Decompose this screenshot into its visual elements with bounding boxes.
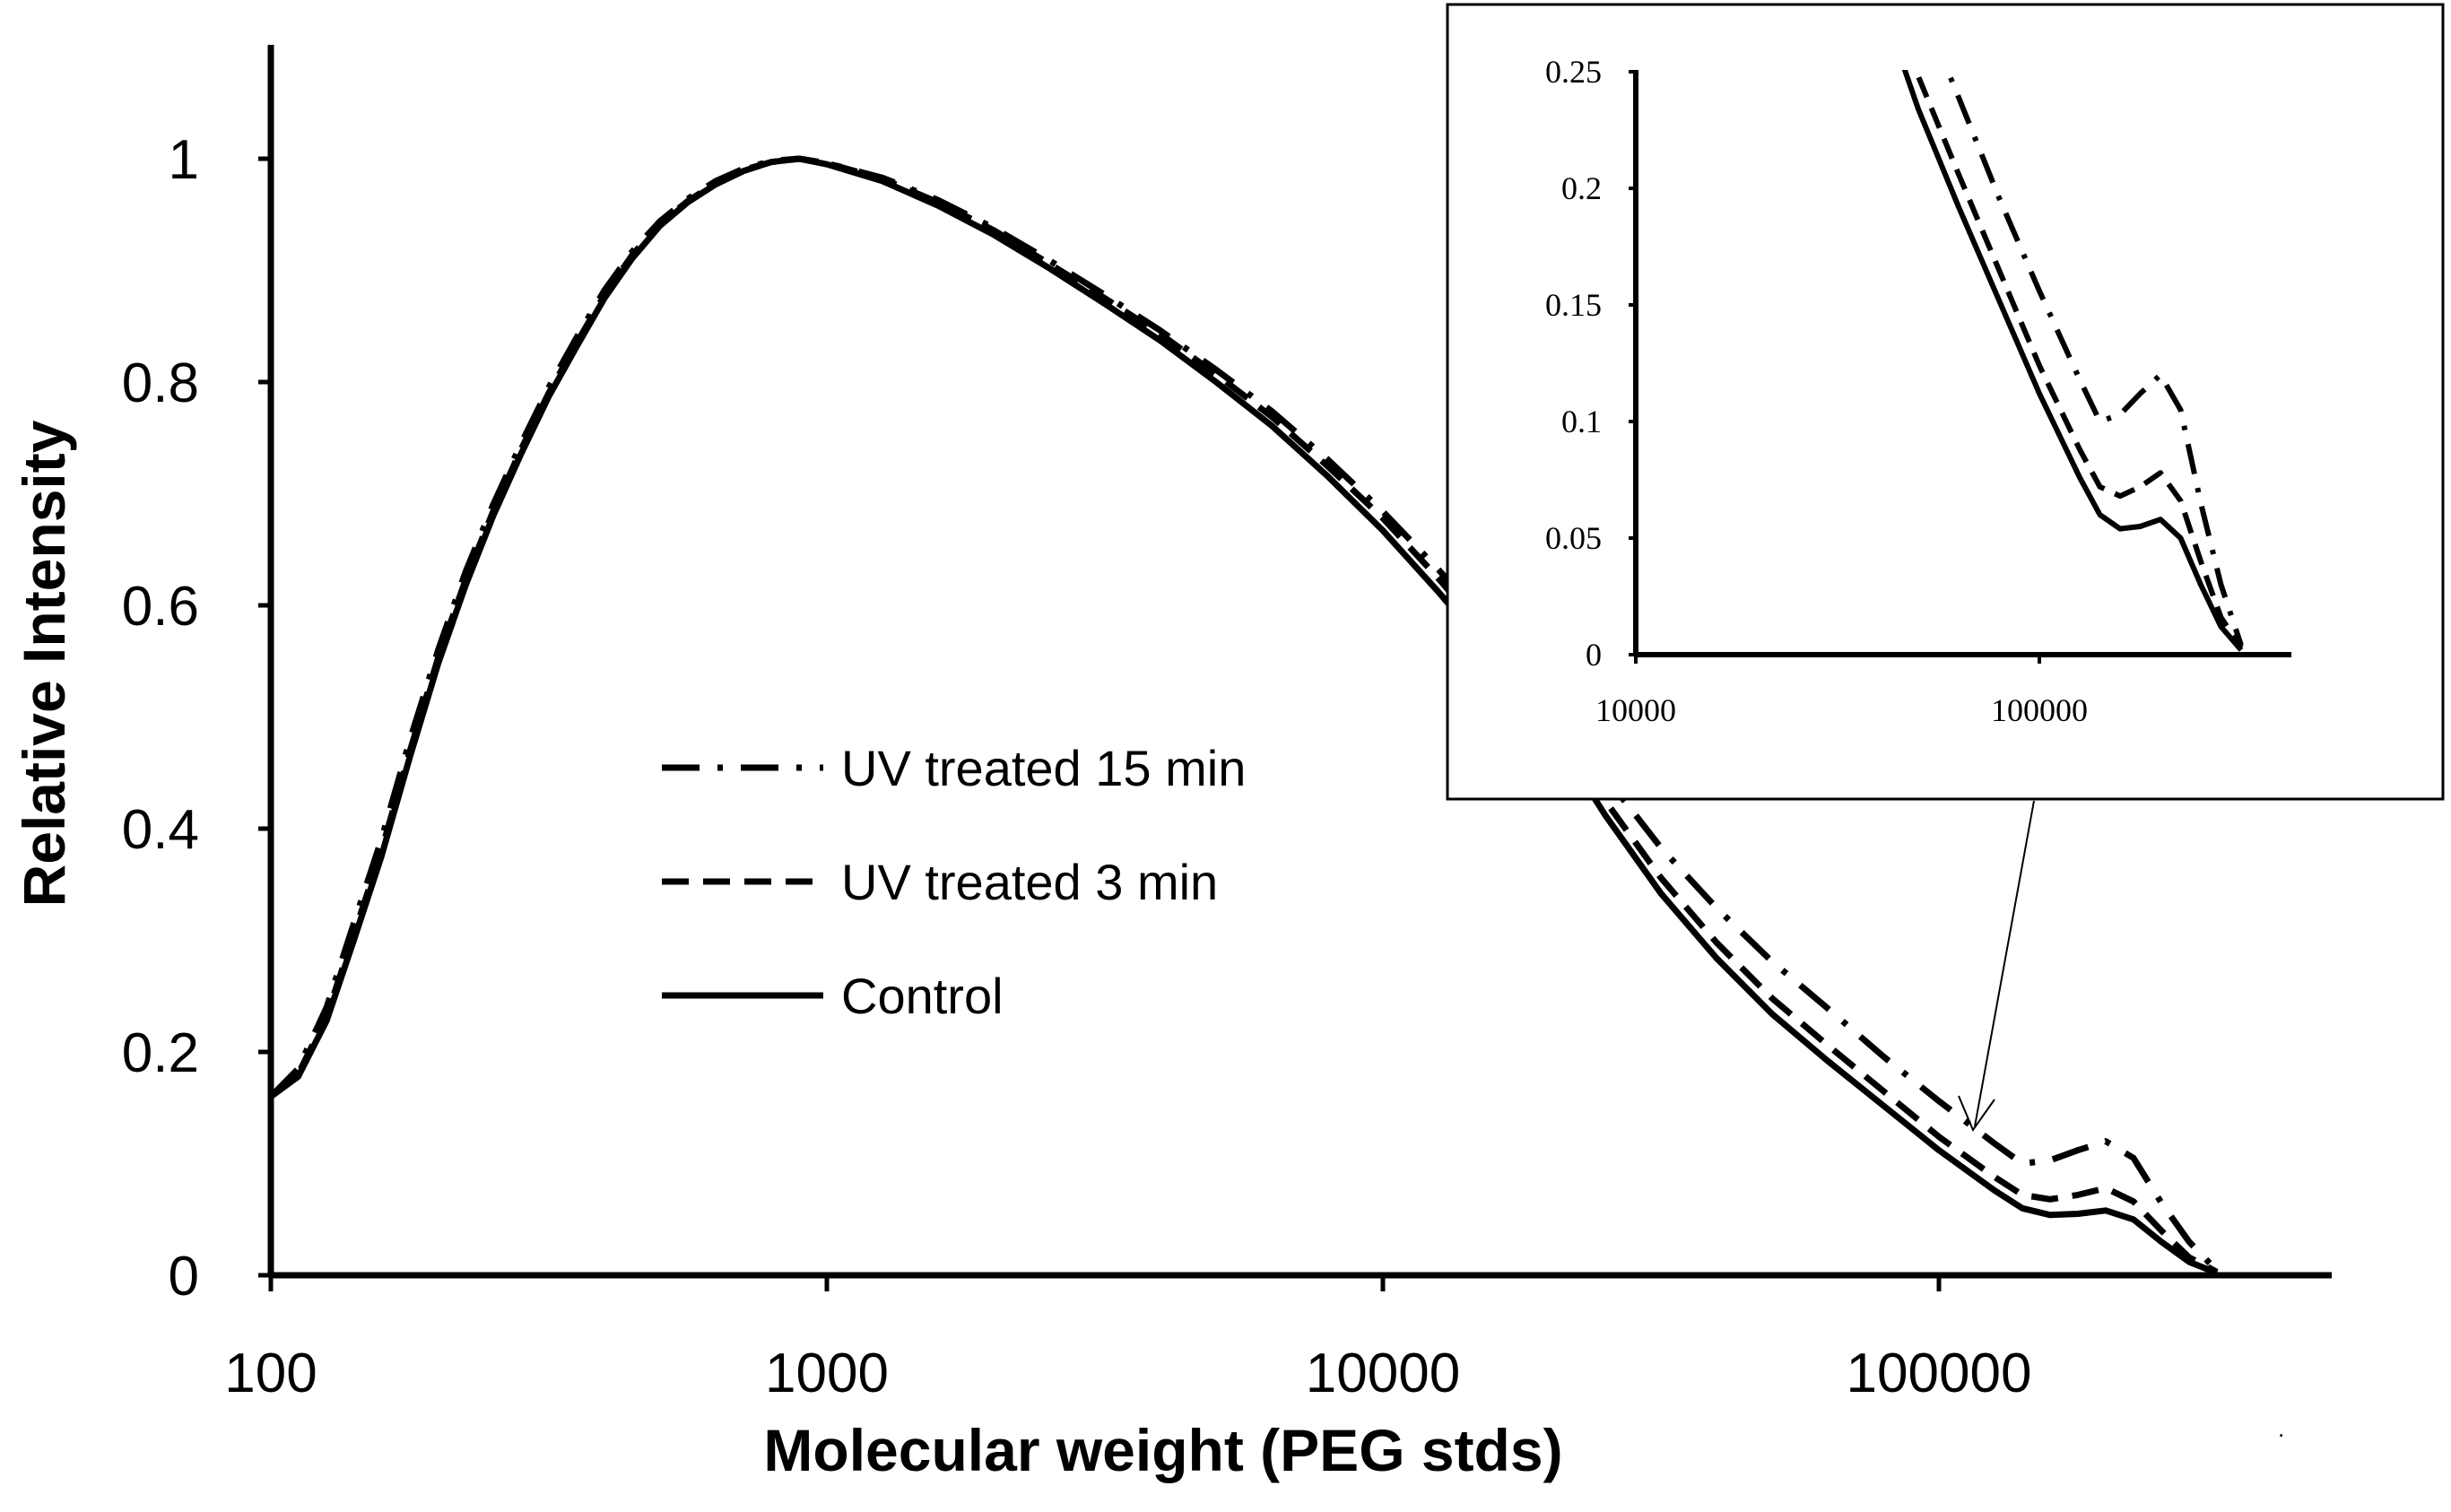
x-tick-label: 100000: [1847, 1343, 2032, 1404]
inset-x-tick-label: 10000: [1595, 692, 1676, 728]
inset-y-tick-label: 0: [1586, 637, 1602, 673]
x-tick-label: 100: [224, 1343, 317, 1404]
y-tick-label: 0.8: [122, 352, 199, 414]
inset-y-tick-label: 0.1: [1561, 404, 1602, 439]
inset-arrow-head: [1958, 1095, 1995, 1133]
inset-series-line-uv-treated-15-min: [1944, 70, 2244, 647]
inset-series-line-control: [1901, 70, 2244, 652]
legend-label: UV treated 15 min: [841, 740, 1246, 796]
inset-y-tick-label: 0.05: [1545, 520, 1602, 556]
inset-arrow-line: [1974, 800, 2035, 1127]
inset-series-layer: [1901, 70, 2244, 652]
inset-tick-layer: 0 0.05 0.1 0.15 0.2 0.25 10000 100000: [1545, 54, 2088, 728]
inset-y-tick-label: 0.25: [1545, 54, 1602, 90]
main-axes: [267, 45, 2332, 1279]
legend: UV treated 15 min UV treated 3 min Control: [662, 740, 1246, 1024]
x-axis-title: Molecular weight (PEG stds): [763, 1417, 1562, 1483]
inset-series-line-uv-treated-3-min: [1913, 70, 2244, 649]
legend-label: Control: [841, 968, 1004, 1024]
y-tick-label: 0: [169, 1246, 199, 1308]
y-tick-label: 0.4: [122, 799, 199, 861]
inset-plot: 0 0.05 0.1 0.15 0.2 0.25 10000 100000: [1446, 3, 2445, 801]
stray-dot: .: [2278, 1415, 2284, 1442]
inset-frame: [1446, 3, 2445, 801]
legend-label: UV treated 3 min: [841, 854, 1218, 910]
series-line-control: [268, 155, 2219, 1276]
inset-arrow: [1958, 800, 2035, 1133]
x-tick-label: 1000: [765, 1343, 889, 1404]
y-tick-label: 0.6: [122, 576, 199, 638]
y-tick-label: 1: [169, 129, 199, 191]
y-axis-title: Relative Intensity: [11, 420, 77, 907]
inset-x-tick-label: 100000: [1991, 692, 2088, 728]
x-tick-label: 10000: [1306, 1343, 1460, 1404]
inset-y-tick-label: 0.15: [1545, 287, 1602, 323]
y-tick-label: 0.2: [122, 1022, 199, 1084]
main-series-layer: [268, 155, 2220, 1276]
inset-y-tick-label: 0.2: [1561, 170, 1602, 206]
